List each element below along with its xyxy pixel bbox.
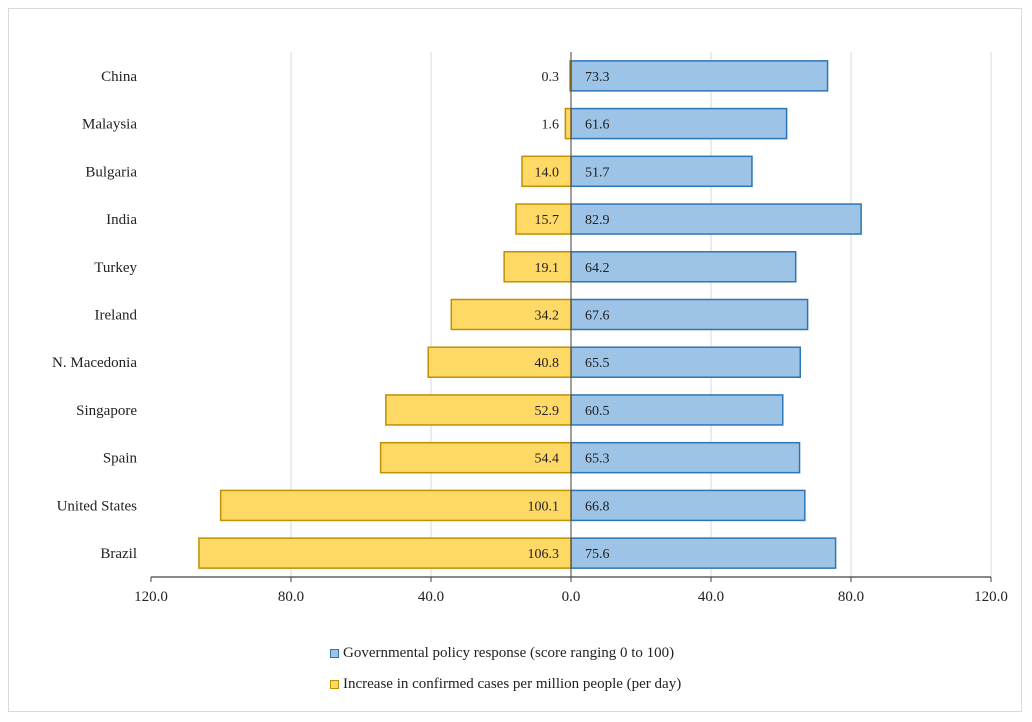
- data-label-cases-10: 106.3: [528, 547, 560, 562]
- bar-cases-9: [219, 489, 572, 522]
- legend-label-policy: Governmental policy response (score rang…: [343, 645, 675, 661]
- data-label-cases-1: 1.6: [542, 118, 560, 133]
- category-label-5: Ireland: [95, 308, 138, 324]
- legend-item-policy: Governmental policy response (score rang…: [330, 645, 674, 662]
- category-label-2: Bulgaria: [85, 164, 137, 180]
- data-label-policy-7: 60.5: [585, 404, 610, 419]
- x-tick-label-4: 40.0: [698, 589, 724, 605]
- data-label-cases-4: 19.1: [535, 261, 560, 276]
- bar-policy-10: [570, 537, 837, 569]
- data-label-cases-3: 15.7: [535, 213, 560, 228]
- bar-policy-1: [570, 107, 788, 140]
- bar-cases-5: [450, 298, 572, 331]
- bar-cases-3: [515, 203, 572, 235]
- data-label-policy-5: 67.6: [585, 309, 610, 324]
- bar-policy-3: [570, 203, 862, 235]
- data-label-cases-0: 0.3: [542, 70, 560, 85]
- bar-policy-6: [570, 346, 801, 378]
- x-tick-label-0: 120.0: [134, 589, 168, 605]
- legend-label-cases: Increase in confirmed cases per million …: [343, 676, 682, 692]
- data-label-policy-0: 73.3: [585, 70, 610, 85]
- data-label-policy-1: 61.6: [585, 118, 610, 133]
- data-label-policy-6: 65.5: [585, 356, 610, 371]
- data-label-policy-8: 65.3: [585, 452, 610, 467]
- category-label-9: United States: [57, 498, 138, 514]
- bar-policy-9: [570, 489, 806, 522]
- bar-policy-7: [570, 394, 784, 426]
- category-label-8: Spain: [103, 451, 138, 467]
- bar-cases-8: [379, 441, 572, 474]
- x-tick-label-1: 80.0: [278, 589, 304, 605]
- category-label-6: N. Macedonia: [52, 355, 137, 371]
- legend-swatch-cases: [330, 680, 339, 689]
- bar-cases-6: [427, 346, 572, 378]
- bar-cases-2: [521, 155, 572, 188]
- data-label-cases-7: 52.9: [535, 404, 560, 419]
- data-label-cases-2: 14.0: [535, 165, 560, 180]
- data-label-cases-9: 100.1: [528, 499, 560, 514]
- bar-policy-8: [570, 441, 801, 474]
- bar-cases-7: [385, 394, 572, 426]
- data-label-cases-8: 54.4: [535, 452, 560, 467]
- legend-swatch-policy: [330, 649, 339, 658]
- category-label-0: China: [101, 69, 137, 85]
- data-label-policy-9: 66.8: [585, 499, 610, 514]
- x-tick-label-6: 120.0: [974, 589, 1008, 605]
- bar-cases-10: [198, 537, 572, 569]
- bar-cases-1: [564, 107, 572, 140]
- data-label-policy-3: 82.9: [585, 213, 610, 228]
- data-label-cases-5: 34.2: [535, 309, 560, 324]
- data-label-policy-10: 75.6: [585, 547, 610, 562]
- data-label-policy-4: 64.2: [585, 261, 610, 276]
- data-label-policy-2: 51.7: [585, 165, 610, 180]
- category-label-4: Turkey: [94, 260, 137, 276]
- data-label-cases-6: 40.8: [535, 356, 560, 371]
- category-label-3: India: [106, 212, 137, 228]
- category-label-10: Brazil: [100, 546, 137, 562]
- category-label-1: Malaysia: [82, 117, 137, 133]
- category-label-7: Singapore: [76, 403, 137, 419]
- bar-policy-4: [570, 251, 797, 283]
- x-tick-label-3: 0.0: [562, 589, 581, 605]
- x-tick-label-2: 40.0: [418, 589, 444, 605]
- legend-item-cases: Increase in confirmed cases per million …: [330, 676, 681, 693]
- x-tick-label-5: 80.0: [838, 589, 864, 605]
- bar-cases-4: [503, 251, 572, 283]
